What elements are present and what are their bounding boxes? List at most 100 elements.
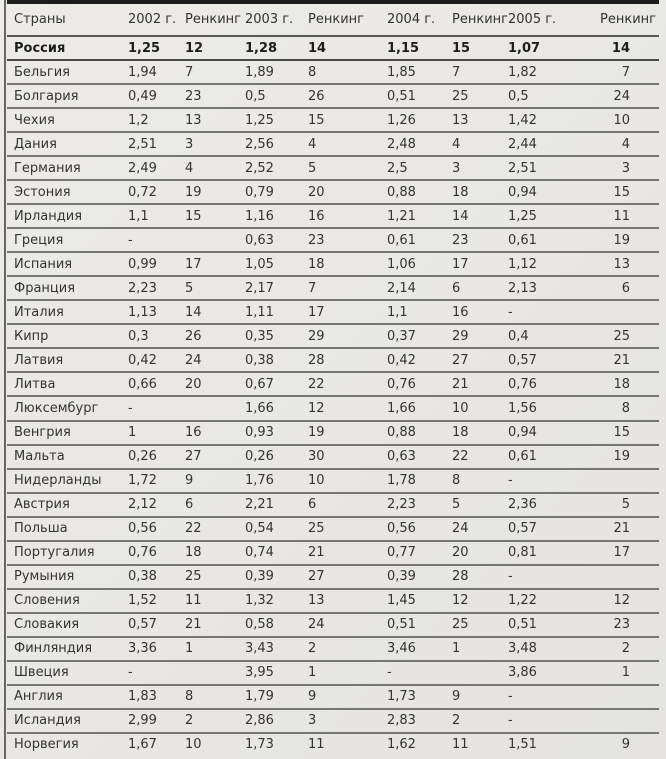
value-cell: 0,74 (240, 540, 303, 566)
value-cell: 0,26 (122, 444, 180, 470)
rank-cell: 11 (308, 737, 325, 753)
rank-cell: 17 (595, 540, 659, 566)
value-cell: 1,56 (503, 396, 595, 422)
rank-cell: 12 (595, 588, 659, 614)
country-cell: Словения (7, 588, 122, 614)
rank-cell: 17 (303, 300, 380, 326)
value-cell: 1,1 (122, 204, 180, 230)
rank-cell: 22 (303, 372, 380, 398)
table-row: Ирландия 1,1 15 1,16 16 1,21 14 1,25 11 (7, 204, 659, 230)
header-row: Страны 2002 г. Ренкинг 2003 г. Ренкинг 2… (7, 0, 659, 37)
column-header-rank-2005: Ренкинг (595, 0, 659, 37)
value-cell: 1,11 (240, 300, 303, 326)
value-cell: 1,66 (380, 396, 447, 422)
rank-cell: 20 (447, 540, 503, 566)
value-cell: - (503, 468, 595, 494)
country-cell: Мальта (7, 444, 122, 470)
left-edge-rule (4, 0, 6, 759)
value-cell: - (122, 660, 180, 686)
value-cell: 2,52 (240, 156, 303, 182)
column-header-rank-2002: Ренкинг (180, 0, 241, 37)
value-cell: 1,85 (380, 60, 447, 86)
rank-cell: 21 (447, 372, 503, 398)
country-cell: Норвегия (14, 737, 79, 753)
rank-cell: 4 (447, 132, 503, 158)
value-cell: 0,51 (503, 612, 595, 638)
rank-cell: 13 (595, 252, 659, 278)
rank-cell: 14 (595, 36, 659, 62)
table-row: Польша 0,56 22 0,54 25 0,56 24 0,57 21 (7, 516, 659, 542)
rank-cell: 29 (303, 324, 380, 350)
rank-cell: 15 (595, 180, 659, 206)
rank-cell: 12 (303, 396, 380, 422)
value-cell: 1,07 (503, 36, 595, 62)
table-row: Россия 1,25 12 1,28 14 1,15 15 1,07 14 (7, 36, 659, 62)
country-cell: Кипр (7, 324, 122, 350)
table-row: Эстония 0,72 19 0,79 20 0,88 18 0,94 15 (7, 180, 659, 206)
rank-cell: 26 (180, 324, 240, 350)
rank-cell: 24 (595, 84, 659, 110)
column-header-countries: Страны (7, 0, 122, 37)
rank-cell: 28 (303, 348, 380, 374)
value-cell: 1,28 (240, 36, 303, 62)
rank-cell: 3 (595, 156, 659, 182)
rank-cell (180, 660, 240, 686)
table-row: Словакия 0,57 21 0,58 24 0,51 25 0,51 23 (7, 612, 659, 638)
value-cell: 2,13 (503, 276, 595, 302)
value-cell: - (503, 684, 595, 710)
table-body: Россия 1,25 12 1,28 14 1,15 15 1,07 14 Бельгия 1,9… (7, 36, 659, 756)
table-row: Финляндия 3,36 1 3,43 2 3,46 1 3,48 2 (7, 636, 659, 662)
value-cell: 2,23 (122, 276, 180, 302)
rank-cell: 8 (303, 60, 380, 86)
table-row: Румыния 0,38 25 0,39 27 0,39 28- (7, 564, 659, 590)
value-cell: 2,12 (122, 492, 180, 518)
country-cell: Финляндия (7, 636, 122, 662)
country-cell: Венгрия (7, 420, 122, 446)
table-row: Англия 1,83 8 1,79 9 1,73 9- (7, 684, 659, 710)
country-cell: Россия (7, 36, 122, 62)
column-header-rank-2004: Ренкинг (447, 0, 508, 37)
table-row: Швеция -3,95 1-3,86 1 (7, 660, 659, 686)
value-cell: 2,44 (503, 132, 595, 158)
country-cell: Словакия (7, 612, 122, 638)
value-cell: 0,94 (503, 420, 595, 446)
value-cell: - (380, 660, 447, 686)
rank-cell: 5 (303, 156, 380, 182)
rank-cell: 6 (180, 492, 240, 518)
rank-cell: 9 (303, 684, 380, 710)
rank-cell: 6 (447, 276, 503, 302)
rank-cell: 13 (180, 108, 240, 134)
rank-cell: 21 (595, 348, 659, 374)
value-cell: 0,39 (240, 564, 303, 590)
value-cell: 0,42 (122, 348, 180, 374)
rank-cell (595, 468, 659, 494)
column-header-2003: 2003 г. (240, 0, 303, 37)
value-cell: 0,51 (380, 84, 447, 110)
table-row: Латвия 0,42 24 0,38 28 0,42 27 0,57 21 (7, 348, 659, 374)
rank-cell: 21 (303, 540, 380, 566)
table-row: Венгрия 1 16 0,93 19 0,88 18 0,94 15 (7, 420, 659, 446)
value-cell: 0,3 (122, 324, 180, 350)
value-cell: 1,25 (122, 36, 180, 62)
value-cell: 0,51 (380, 612, 447, 638)
table-row: Чехия 1,2 13 1,25 15 1,26 13 1,42 10 (7, 108, 659, 134)
value-cell: 2,21 (240, 492, 303, 518)
rank-cell: 19 (595, 444, 659, 470)
column-header-2005: 2005 г. (503, 0, 595, 37)
value-cell: 0,37 (380, 324, 447, 350)
value-cell: 0,58 (240, 612, 303, 638)
value-cell: 1,67 (128, 737, 157, 753)
rank-cell: 2 (447, 708, 503, 734)
country-cell: Дания (7, 132, 122, 158)
rank-cell: 4 (180, 156, 240, 182)
value-cell: 1,73 (380, 684, 447, 710)
value-cell: 0,88 (380, 180, 447, 206)
rank-cell: 20 (303, 180, 380, 206)
rank-cell: 9 (621, 737, 630, 753)
value-cell: 0,35 (240, 324, 303, 350)
value-cell: 2,48 (380, 132, 447, 158)
value-cell: 1,62 (387, 737, 416, 753)
rank-cell: 27 (447, 348, 503, 374)
table-row: Испания 0,99 17 1,05 18 1,06 17 1,12 13 (7, 252, 659, 278)
rank-cell: 25 (447, 612, 503, 638)
